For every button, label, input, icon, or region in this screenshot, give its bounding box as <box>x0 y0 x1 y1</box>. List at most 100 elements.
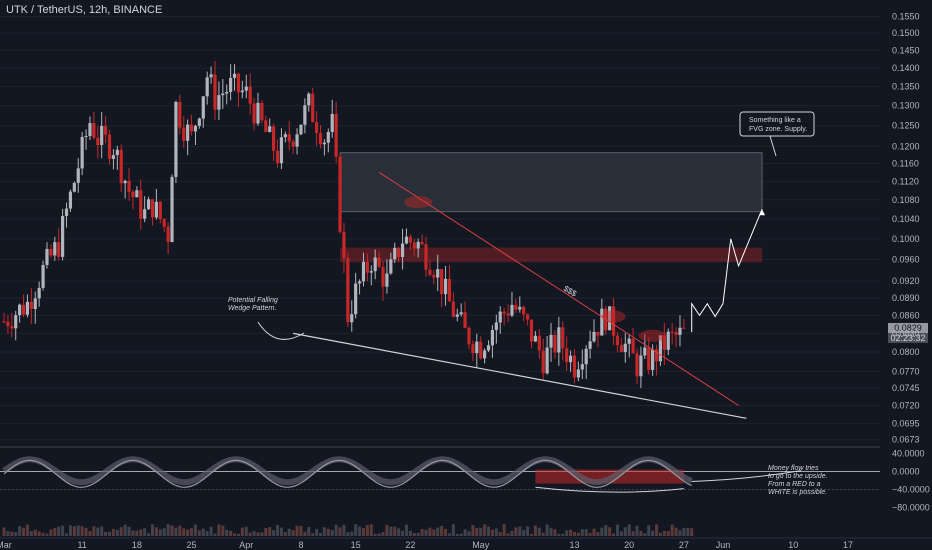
volume-bar <box>221 525 225 536</box>
volume-bar <box>651 530 655 536</box>
price-tick-label: 0.1500 <box>892 28 920 38</box>
volume-bar <box>25 524 29 536</box>
candle-body <box>205 77 209 97</box>
candle-body <box>654 349 659 362</box>
osc-tick-label: −80.0000 <box>892 503 930 513</box>
volume-bar <box>580 529 584 536</box>
candle-body <box>107 134 112 159</box>
volume-bar <box>490 529 494 536</box>
volume-bar <box>545 524 549 536</box>
volume-bar <box>682 527 686 536</box>
candle-body <box>467 327 471 345</box>
price-tick-label: 0.1200 <box>892 141 920 151</box>
volume-bar <box>549 527 553 536</box>
volume-bar <box>147 533 151 536</box>
candle-body <box>416 241 420 249</box>
candle-body <box>490 329 495 346</box>
volume-bar <box>361 528 365 536</box>
volume-bar <box>213 533 217 536</box>
volume-bar <box>389 526 393 536</box>
volume-bar <box>530 533 533 536</box>
candle-body <box>459 312 463 315</box>
volume-bar <box>68 525 72 536</box>
candle-body <box>45 248 49 266</box>
candle-body <box>209 74 213 78</box>
candle-body <box>549 334 553 348</box>
time-tick-label: May <box>472 540 490 550</box>
candle-body <box>225 91 229 94</box>
supply-zone <box>339 152 763 213</box>
volume-bar <box>471 525 475 536</box>
price-tick-label: 0.1550 <box>892 12 920 22</box>
candle-countdown: 02:23:32 <box>888 333 928 343</box>
candle-body <box>248 86 252 104</box>
volume-bar <box>170 525 174 536</box>
candle-body <box>201 96 205 119</box>
volume-bar <box>557 533 561 536</box>
volume-bar <box>84 527 88 536</box>
volume-bar <box>244 526 248 536</box>
price-tick-label: 0.1400 <box>892 63 920 73</box>
wedge-note-arrow <box>257 321 305 340</box>
candle-body <box>123 180 127 184</box>
candle-body <box>584 348 588 365</box>
volume-bar <box>522 529 526 536</box>
volume-bar <box>33 529 37 536</box>
volume-bar <box>111 528 115 536</box>
volume-bar <box>248 532 252 536</box>
osc-tick-label: 0.0000 <box>892 467 920 477</box>
price-tick-label: 0.1040 <box>892 214 920 224</box>
candle-body <box>518 306 522 310</box>
volume-bar <box>53 528 57 536</box>
volume-bar <box>369 524 373 536</box>
candle-body <box>393 247 397 260</box>
price-tick-label: 0.0673 <box>892 435 920 445</box>
candle-body <box>162 219 166 227</box>
candle-body <box>221 93 225 96</box>
candle-body <box>346 258 350 323</box>
candle-body <box>354 283 358 315</box>
lower-trendline <box>293 332 747 419</box>
volume-bar <box>240 527 244 536</box>
volume-bar <box>346 532 350 536</box>
candle-body <box>479 341 483 359</box>
candle-body <box>318 133 323 145</box>
candle-body <box>193 125 198 132</box>
volume-bar <box>440 525 444 536</box>
candle-body <box>88 123 92 137</box>
volume-bar <box>225 529 229 536</box>
volume-bar <box>408 530 412 536</box>
candle-body <box>10 326 14 329</box>
price-tick-label: 0.1300 <box>892 101 920 111</box>
volume-bar <box>502 524 506 536</box>
candle-body <box>342 231 346 259</box>
volume-bar <box>600 527 604 536</box>
volume-bar <box>690 528 694 536</box>
volume-bar <box>358 526 362 536</box>
candle-body <box>369 271 373 273</box>
candle-body <box>541 350 545 374</box>
volume-bar <box>338 527 342 536</box>
candle-body <box>96 137 100 145</box>
fvg-note-line: FVG zone. Supply. <box>749 126 807 133</box>
volume-bar <box>45 533 49 536</box>
volume-bar <box>166 524 170 536</box>
candle-body <box>666 331 670 350</box>
volume-bar <box>76 525 80 536</box>
volume-bar <box>639 530 643 536</box>
current-price-tag: 0.0829 <box>888 323 928 333</box>
volume-bar <box>174 527 178 536</box>
candle-body <box>447 278 452 302</box>
volume-bar <box>229 530 233 536</box>
candle-body <box>213 74 217 110</box>
volume-bar <box>315 529 319 536</box>
volume-bar <box>479 527 483 536</box>
candle-body <box>57 242 61 257</box>
candle-body <box>361 261 366 282</box>
volume-bar <box>236 533 240 536</box>
volume-bar <box>193 524 197 536</box>
candle-body <box>268 126 272 132</box>
volume-bar <box>201 528 205 536</box>
candle-body <box>572 355 577 378</box>
